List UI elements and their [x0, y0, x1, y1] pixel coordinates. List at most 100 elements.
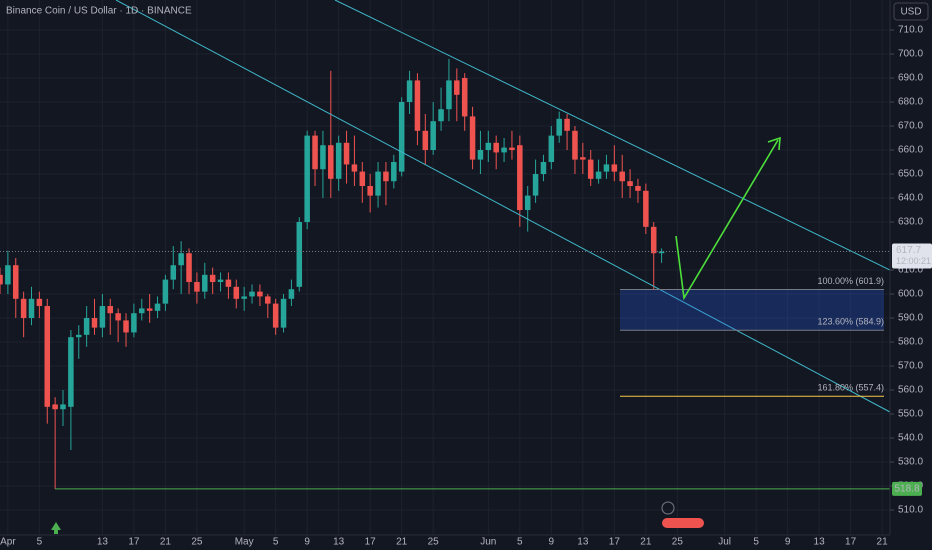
candle-body [611, 164, 618, 172]
candle-body [540, 162, 547, 175]
candle-body [430, 121, 436, 151]
candle-body [422, 130, 429, 151]
candle-body [501, 147, 507, 153]
y-tick-label: 550.0 [898, 409, 923, 420]
candle-body [658, 251, 665, 254]
y-tick-label: 570.0 [898, 361, 923, 372]
x-tick-label: 17 [128, 537, 140, 548]
candle-body [572, 130, 578, 160]
candle-body [202, 274, 208, 292]
event-icon[interactable] [661, 501, 675, 515]
candle-body [343, 142, 350, 165]
candle-body [509, 147, 515, 151]
candle-body [68, 337, 74, 407]
fib-zone [620, 289, 884, 331]
overlay: 100.00% (601.9) 123.60% (584.9) 161.80% (5… [0, 251, 890, 490]
y-tick-label: 580.0 [898, 337, 923, 348]
candle-body [375, 171, 381, 196]
candle-body [603, 164, 610, 172]
grid [0, 0, 890, 535]
y-tick-label: 640.0 [898, 193, 923, 204]
candle-body [477, 150, 484, 160]
candle-body [0, 274, 3, 285]
fib-label: 123.60% (584.9) [817, 317, 884, 327]
candle-body [304, 135, 310, 223]
candle-body [635, 186, 641, 191]
candle-body [170, 265, 177, 280]
chart-title: Binance Coin / US Dollar · 1D · BINANCE [6, 6, 192, 17]
candle-body [383, 171, 389, 182]
x-tick-label: 13 [97, 537, 109, 548]
candle-body [44, 306, 51, 407]
projection-arrow [675, 139, 779, 301]
candle-body [367, 186, 373, 196]
candle-body [446, 80, 452, 110]
x-tick-label: 21 [396, 537, 408, 548]
y-tick-label: 630.0 [898, 217, 923, 228]
price-axis [890, 0, 932, 550]
x-tick-label: 25 [672, 537, 684, 548]
candle-body [272, 303, 279, 328]
candle-body [517, 145, 523, 211]
y-tick-label: 530.0 [898, 457, 923, 468]
fib-label: 100.00% (601.9) [817, 276, 884, 286]
candle-body [123, 320, 129, 333]
last-price-tag [892, 243, 932, 269]
signal-icon[interactable] [51, 522, 61, 534]
currency-button[interactable] [893, 2, 929, 21]
candle-body [131, 313, 137, 333]
candle-body [115, 313, 121, 321]
candle-body [532, 174, 539, 196]
candle-body [139, 308, 145, 314]
x-tick-label: 9 [785, 537, 791, 548]
y-tick-label: 590.0 [898, 313, 923, 324]
candle-body [52, 404, 58, 410]
candle-body [650, 226, 657, 254]
candle-body [564, 118, 570, 131]
candle-body [391, 162, 397, 182]
candle-body [643, 190, 649, 227]
candle-body [493, 142, 499, 153]
candle-body [225, 279, 232, 287]
y-tick-label: 510.0 [898, 505, 923, 516]
candle-body [233, 286, 240, 299]
support-tag [892, 481, 922, 496]
x-tick-label: 25 [191, 537, 203, 548]
x-tick-label: Jul [718, 537, 731, 548]
candle-body [312, 135, 318, 170]
y-tick-label: 670.0 [898, 121, 923, 132]
candle-body [154, 303, 161, 311]
y-tick-label: 540.0 [898, 433, 923, 444]
y-tick-label: 710.0 [898, 25, 923, 36]
candle-body [83, 318, 90, 335]
candle-body [359, 171, 366, 187]
x-tick-label: 5 [517, 537, 523, 548]
event-badges[interactable] [662, 518, 704, 528]
candle-body [335, 142, 342, 179]
candles [0, 58, 665, 489]
candle-body [257, 291, 263, 297]
candle-body [12, 265, 19, 299]
channel-lower [115, 0, 891, 413]
candle-body [288, 289, 295, 299]
last-price-label: 617.7 [896, 245, 921, 256]
x-tick-label: 13 [577, 537, 589, 548]
candle-body [194, 282, 200, 292]
candle-body [627, 181, 633, 187]
candle-body [265, 296, 271, 304]
x-tick-label: 13 [814, 537, 826, 548]
candle-body [178, 253, 184, 266]
x-tick-label: 21 [160, 537, 172, 548]
candle-body [28, 298, 35, 319]
x-tick-label: 13 [333, 537, 345, 548]
candle-body [241, 296, 247, 299]
x-tick-label: Jun [480, 537, 496, 548]
candle-body [209, 274, 216, 283]
y-tick-label: 560.0 [898, 385, 923, 396]
fib-label: 161.80% (557.4) [817, 383, 884, 393]
y-tick-label: 690.0 [898, 73, 923, 84]
candle-body [595, 171, 602, 179]
y-tick-label: 680.0 [898, 97, 923, 108]
